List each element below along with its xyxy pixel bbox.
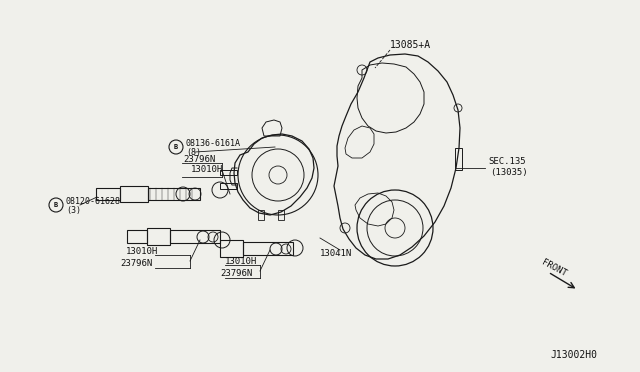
Text: 13010H: 13010H bbox=[225, 257, 257, 266]
Text: 08120-61628: 08120-61628 bbox=[66, 196, 121, 205]
Text: 23796N: 23796N bbox=[120, 260, 152, 269]
Text: (8): (8) bbox=[186, 148, 201, 157]
Text: J13002H0: J13002H0 bbox=[550, 350, 597, 360]
Text: 08136-6161A: 08136-6161A bbox=[186, 138, 241, 148]
Text: 23796N: 23796N bbox=[183, 154, 215, 164]
Text: (3): (3) bbox=[66, 206, 81, 215]
Text: B: B bbox=[174, 144, 178, 150]
Text: B: B bbox=[54, 202, 58, 208]
Text: 13041N: 13041N bbox=[320, 250, 352, 259]
Text: 13085+A: 13085+A bbox=[390, 40, 431, 50]
Text: FRONT: FRONT bbox=[540, 258, 568, 278]
Text: 13010H: 13010H bbox=[191, 166, 223, 174]
Text: 23796N: 23796N bbox=[220, 269, 252, 279]
Text: 13010H: 13010H bbox=[126, 247, 158, 257]
Text: (13035): (13035) bbox=[490, 167, 527, 176]
Text: SEC.135: SEC.135 bbox=[488, 157, 525, 167]
